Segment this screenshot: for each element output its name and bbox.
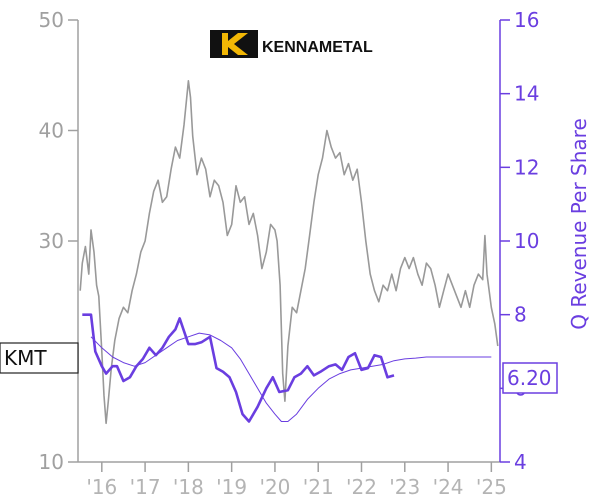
left-tick-label: 40 xyxy=(39,119,64,143)
revenue-line xyxy=(82,313,395,423)
left-tick-label: 50 xyxy=(39,8,64,32)
series-layer xyxy=(79,80,499,425)
x-tick-label: '19 xyxy=(216,475,247,499)
x-tick-label: '21 xyxy=(303,475,334,499)
x-axis-ticks: '16 '17 '18 '19 '20 '21 '22 '23 '24 '25 xyxy=(86,462,507,499)
right-axis-title: Q Revenue Per Share xyxy=(567,118,591,330)
revenue-trend-line xyxy=(90,332,492,422)
left-tick-label: 30 xyxy=(39,229,64,253)
right-tick-label: 8 xyxy=(514,303,527,327)
last-value-box: 6.20 xyxy=(502,362,558,394)
price-line xyxy=(79,80,499,425)
x-tick-label: '16 xyxy=(86,475,117,499)
x-tick-label: '23 xyxy=(389,475,420,499)
left-tick-label: 10 xyxy=(39,450,64,474)
x-tick-label: '17 xyxy=(130,475,161,499)
ticker-label-box: KMT xyxy=(0,342,79,374)
right-tick-label: 16 xyxy=(514,8,539,32)
right-y-axis-ticks: 46810121416 xyxy=(500,8,539,474)
left-y-axis-ticks: 1020304050 xyxy=(39,8,78,474)
ticker-label: KMT xyxy=(4,346,47,370)
x-tick-label: '25 xyxy=(476,475,507,499)
right-tick-label: 4 xyxy=(514,450,527,474)
last-value-label: 6.20 xyxy=(507,366,552,390)
x-tick-label: '22 xyxy=(346,475,377,499)
svg-text:KENNAMETAL: KENNAMETAL xyxy=(262,39,373,56)
kennametal-logo: KENNAMETAL xyxy=(210,30,373,58)
right-tick-label: 10 xyxy=(514,229,539,253)
x-tick-label: '24 xyxy=(433,475,464,499)
right-tick-label: 14 xyxy=(514,82,539,106)
x-tick-label: '18 xyxy=(173,475,204,499)
x-tick-label: '20 xyxy=(259,475,290,499)
right-tick-label: 12 xyxy=(514,155,539,179)
